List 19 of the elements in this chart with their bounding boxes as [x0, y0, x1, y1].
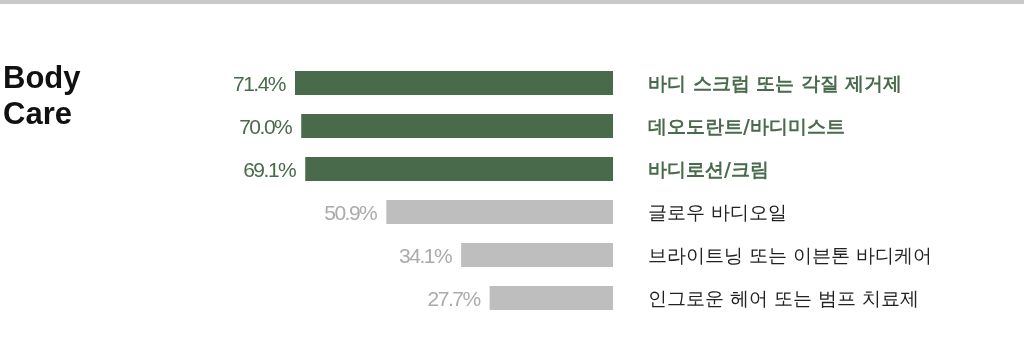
bar	[461, 243, 613, 267]
bar	[305, 157, 613, 181]
data-label: 70.0%	[239, 115, 293, 138]
data-label: 50.9%	[324, 201, 378, 224]
y-tick-label: 글로우 바디오일	[648, 201, 788, 223]
y-tick-label: 인그로운 헤어 또는 범프 치료제	[648, 287, 920, 309]
text: Body Care	[3, 60, 82, 131]
bar	[295, 71, 613, 95]
data-label: 71.4%	[232, 72, 286, 95]
y-tick-label: 바디로션/크림	[648, 158, 769, 180]
bar	[489, 286, 613, 310]
data-label: 27.7%	[427, 287, 481, 310]
y-tick-label: 브라이트닝 또는 이븐톤 바디케어	[648, 244, 933, 266]
y-tick-label: 데오도란트/바디미스트	[648, 115, 845, 137]
bar	[386, 200, 613, 224]
data-label: 69.1%	[243, 158, 297, 181]
data-label: 34.1%	[399, 244, 452, 267]
bar	[301, 114, 613, 138]
y-tick-label: 바디 스크럽 또는 각질 제거제	[648, 72, 903, 94]
